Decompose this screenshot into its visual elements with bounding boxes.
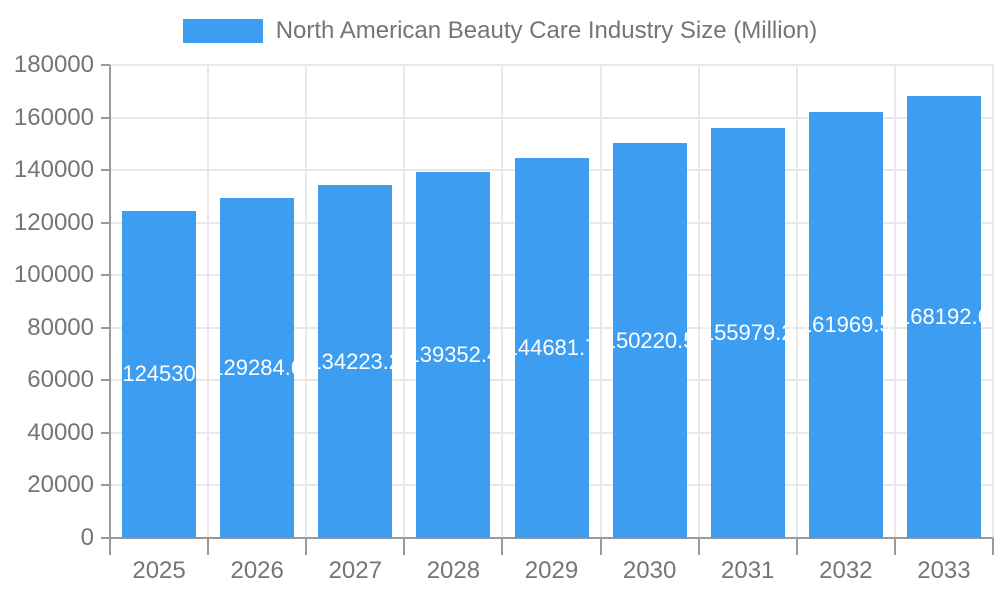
x-tick-label: 2025 <box>132 557 186 584</box>
x-axis-tick <box>697 538 700 555</box>
x-axis-tick <box>403 538 406 555</box>
x-tick-label: 2031 <box>721 557 775 584</box>
y-tick-label: 160000 <box>13 103 94 131</box>
y-axis-line <box>109 65 111 555</box>
x-tick-label: 2030 <box>622 557 677 584</box>
x-gridline <box>403 65 406 538</box>
y-axis-tick <box>101 274 110 277</box>
x-axis-tick <box>501 538 504 555</box>
bar-value-label: 124530 <box>122 361 196 387</box>
x-tick-label: 2032 <box>819 557 873 584</box>
x-gridline <box>795 65 798 538</box>
y-axis-tick <box>101 64 110 66</box>
x-axis-tick <box>893 538 896 555</box>
y-axis-tick <box>101 116 110 119</box>
x-tick-label: 2033 <box>917 557 971 584</box>
y-gridline <box>110 64 993 66</box>
bar-value-label: 134223.2 <box>309 348 402 374</box>
x-tick-label: 2029 <box>524 557 579 584</box>
y-axis-tick <box>101 326 110 329</box>
legend-swatch[interactable] <box>182 19 263 43</box>
bar-value-label: 168192.6 <box>898 304 990 329</box>
bar-value-label: 144681.7 <box>505 334 598 360</box>
x-gridline <box>697 65 700 538</box>
y-axis-tick <box>101 431 110 434</box>
bar-value-label: 150220.5 <box>603 327 696 353</box>
bar-value-label: 139352.4 <box>407 341 500 367</box>
bar[interactable] <box>514 157 589 538</box>
x-tick-label: 2028 <box>426 557 481 584</box>
y-axis-tick <box>101 537 110 539</box>
y-axis-tick <box>101 484 110 487</box>
x-tick-label: 2027 <box>328 557 382 584</box>
bar[interactable] <box>318 185 393 538</box>
bar[interactable] <box>416 171 491 538</box>
bar-value-label: 161969.5 <box>799 312 892 338</box>
bar-value-label: 155979.2 <box>701 320 794 346</box>
bar[interactable] <box>710 128 785 538</box>
legend-label: North American Beauty Care Industry Size… <box>275 17 818 44</box>
y-tick-label: 60000 <box>27 366 94 394</box>
y-tick-label: 0 <box>80 524 94 551</box>
x-gridline <box>207 65 210 538</box>
bar-value-label: 129284.6 <box>211 355 304 381</box>
x-gridline <box>893 65 896 538</box>
y-tick-label: 120000 <box>13 208 94 236</box>
y-tick-label: 20000 <box>27 471 94 499</box>
x-gridline <box>501 65 504 538</box>
bar[interactable] <box>220 198 295 538</box>
chart-legend: North American Beauty Care Industry Size… <box>0 17 1000 45</box>
bar[interactable] <box>808 112 883 538</box>
x-axis-tick <box>795 538 798 555</box>
y-tick-label: 180000 <box>13 51 94 78</box>
y-axis-tick <box>101 379 110 382</box>
x-gridline <box>305 65 308 538</box>
x-axis-tick <box>305 538 308 555</box>
y-tick-label: 40000 <box>27 418 94 446</box>
x-tick-label: 2026 <box>230 557 284 584</box>
bar[interactable] <box>612 143 687 538</box>
x-gridline <box>992 65 994 538</box>
y-tick-label: 140000 <box>13 156 94 184</box>
x-axis-tick <box>992 538 994 555</box>
y-tick-label: 80000 <box>27 313 94 341</box>
bar[interactable] <box>122 210 197 538</box>
y-gridline <box>110 116 993 119</box>
x-gridline <box>599 65 602 538</box>
x-axis-line <box>110 537 993 539</box>
x-axis-tick <box>207 538 210 555</box>
y-axis-tick <box>101 169 110 172</box>
x-axis-tick <box>599 538 602 555</box>
y-axis-tick <box>101 221 110 224</box>
y-tick-label: 100000 <box>13 261 94 289</box>
bar[interactable] <box>906 96 981 538</box>
